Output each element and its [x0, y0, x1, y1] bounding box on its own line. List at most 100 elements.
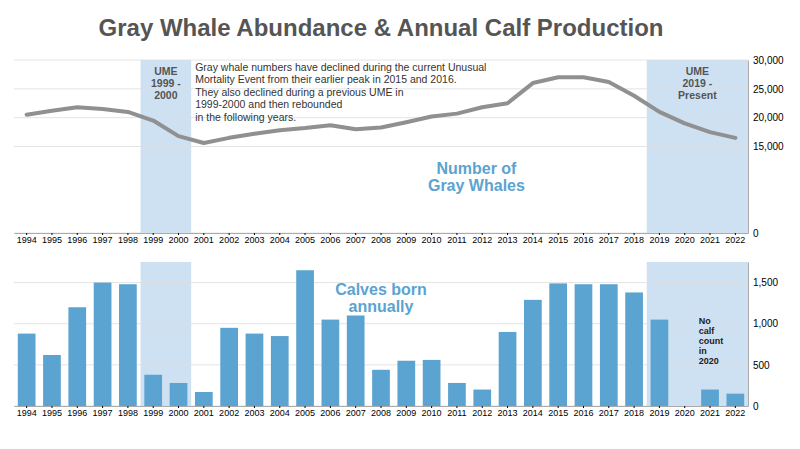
tick-label: 1996 — [67, 235, 87, 245]
tick: 2000 — [169, 233, 189, 245]
tick-label: 2011 — [447, 235, 466, 245]
tick-label: 2017 — [599, 408, 619, 418]
tick-label: 2010 — [422, 408, 442, 418]
tick: 2007 — [346, 233, 366, 245]
tick-label: 2002 — [219, 235, 239, 245]
marks — [27, 77, 736, 143]
tick: 25,000 — [748, 84, 784, 95]
tick: 2010 — [422, 233, 442, 245]
tick-label: 2001 — [194, 408, 214, 418]
bar — [68, 307, 86, 406]
grid — [14, 60, 748, 233]
tick: 1998 — [118, 406, 138, 418]
tick-label: 1998 — [118, 408, 138, 418]
tick-label: 2000 — [169, 408, 189, 418]
tick-label: 2016 — [573, 408, 593, 418]
tick-label: 2015 — [548, 235, 568, 245]
bar — [271, 336, 289, 406]
text-line: in the following years. — [195, 111, 296, 123]
tick-label: 1,000 — [753, 318, 778, 329]
tick-label: 2020 — [675, 408, 695, 418]
tick-label: 2002 — [219, 408, 239, 418]
tick: 2020 — [675, 233, 695, 245]
tick: 1996 — [67, 233, 87, 245]
tick: 15,000 — [748, 141, 784, 152]
chart-label: Calves bornannually — [335, 281, 427, 315]
bar — [347, 315, 365, 406]
y-axis: 0 500 1,000 1,500 — [748, 263, 778, 412]
axis-line — [748, 61, 749, 234]
tick: 1994 — [17, 233, 37, 245]
annotation: Gray whale numbers have declined during … — [195, 61, 486, 123]
bar — [246, 334, 264, 406]
shade-layer — [141, 262, 748, 406]
tick-label: 2019 — [649, 408, 669, 418]
text-line: 2020 — [699, 356, 719, 366]
tick: 2001 — [194, 406, 214, 418]
tick: 2009 — [396, 406, 416, 418]
tick-label: 1995 — [42, 235, 62, 245]
tick-label: 0 — [753, 228, 759, 239]
tick-label: 2007 — [346, 408, 366, 418]
grid-line — [14, 146, 748, 147]
annotations: UME1999 -2000UME2019 -PresentGray whale … — [151, 61, 717, 194]
tick: 2011 — [447, 233, 466, 245]
range-label: UME1999 -2000 — [151, 65, 181, 101]
tick-label: 500 — [753, 360, 770, 371]
annotations: Calves bornannually Nocalfcountin2020 — [335, 281, 723, 367]
bar — [625, 292, 643, 406]
tick: 1,500 — [748, 277, 778, 288]
bar — [18, 334, 36, 406]
tick: 1998 — [118, 233, 138, 245]
tick: 2002 — [219, 406, 239, 418]
bar — [701, 390, 719, 406]
tick-label: 2019 — [649, 235, 669, 245]
tick-label: 2009 — [396, 408, 416, 418]
bar — [423, 360, 441, 406]
tick-label: 2000 — [169, 235, 189, 245]
chart-svg: Gray Whale Abundance & Annual Calf Produ… — [0, 0, 800, 449]
text-line: Present — [678, 89, 717, 101]
tick-label: 2004 — [270, 235, 290, 245]
tick-label: 1998 — [118, 235, 138, 245]
tick: 2001 — [194, 233, 214, 245]
tick-label: 2011 — [447, 408, 466, 418]
text-line: annually — [349, 298, 414, 315]
tick: 2017 — [599, 406, 619, 418]
bar — [43, 355, 61, 406]
tick-label: 2008 — [371, 235, 391, 245]
tick-label: 2012 — [472, 408, 492, 418]
tick: 2022 — [725, 233, 745, 245]
tick-label: 2005 — [295, 235, 315, 245]
tick: 2007 — [346, 406, 366, 418]
text-line: Gray Whales — [428, 177, 525, 194]
panel: 1994199519961997199819992000200120022003… — [14, 55, 784, 246]
text-line: 1999-2000 and then rebounded — [195, 98, 342, 110]
tick-label: 2001 — [194, 235, 214, 245]
text-line: Calves born — [335, 281, 427, 298]
bar — [220, 328, 238, 406]
tick: 2000 — [169, 406, 189, 418]
text-line: Gray whale numbers have declined during … — [195, 61, 486, 73]
x-axis: 1994199519961997199819992000200120022003… — [15, 233, 749, 245]
tick: 2022 — [725, 406, 745, 418]
bar — [499, 332, 517, 406]
tick: 2019 — [649, 406, 669, 418]
tick: 1994 — [17, 406, 37, 418]
tick-label: 1994 — [17, 408, 37, 418]
tick-label: 2006 — [320, 235, 340, 245]
tick-label: 2018 — [624, 235, 644, 245]
tick-label: 0 — [753, 401, 759, 412]
tick: 2016 — [573, 233, 593, 245]
tick-label: 2009 — [396, 235, 416, 245]
grid — [14, 283, 748, 406]
tick-label: 2020 — [675, 235, 695, 245]
text-line: count — [699, 336, 724, 346]
bar — [195, 392, 213, 406]
text-line: No — [699, 316, 711, 326]
tick-label: 2007 — [346, 235, 366, 245]
line — [27, 77, 736, 143]
tick: 2013 — [498, 233, 518, 245]
annotation: Nocalfcountin2020 — [699, 316, 724, 366]
tick-label: 2016 — [573, 235, 593, 245]
